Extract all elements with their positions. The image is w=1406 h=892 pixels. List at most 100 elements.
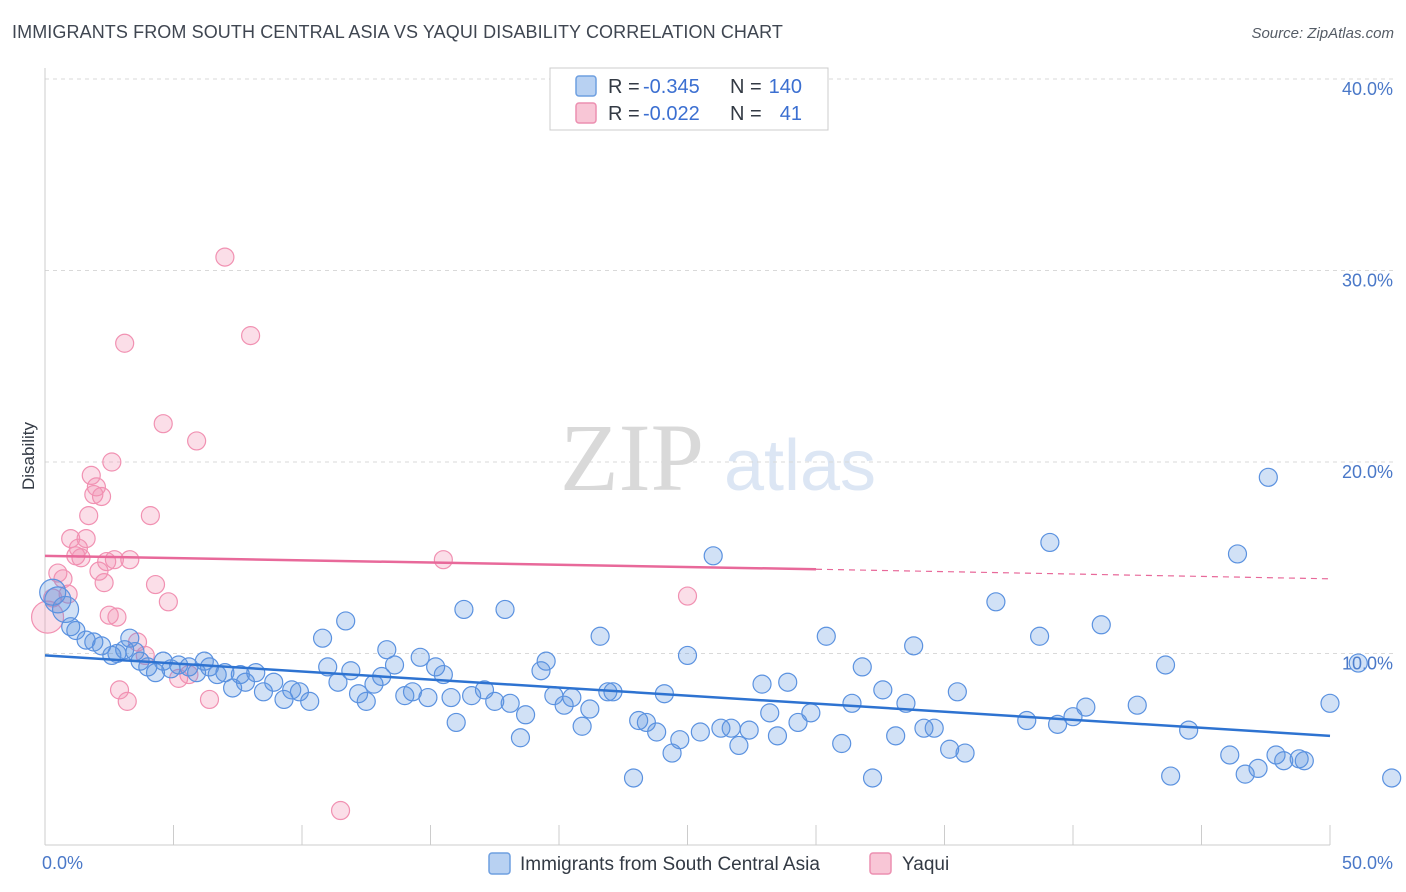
yaqui-point xyxy=(91,486,112,507)
immigrants-point xyxy=(289,682,310,702)
immigrants-point xyxy=(1155,655,1176,675)
immigrants-point xyxy=(410,647,430,667)
immigrants-point xyxy=(788,712,808,733)
immigrants-point xyxy=(336,611,356,631)
immigrants-point xyxy=(515,705,536,725)
immigrants-point xyxy=(282,680,302,700)
immigrants-point xyxy=(1266,745,1286,765)
yaqui-point xyxy=(117,691,137,711)
immigrants-point xyxy=(454,599,474,620)
immigrants-point xyxy=(677,645,698,666)
yaqui-point xyxy=(109,680,130,700)
legend-n-value-1: 140 xyxy=(769,76,802,98)
watermark-zip: ZIP xyxy=(560,404,704,511)
immigrants-point xyxy=(752,674,772,694)
immigrants-point xyxy=(1127,695,1147,715)
immigrants-point xyxy=(441,687,461,708)
immigrants-point xyxy=(1274,751,1294,771)
yaqui-point xyxy=(199,689,220,710)
immigrants-point xyxy=(986,592,1006,612)
y-tick-label-20: 20.0% xyxy=(1342,462,1393,482)
immigrants-point xyxy=(711,718,731,738)
immigrants-point xyxy=(940,739,960,759)
immigrants-point xyxy=(703,546,723,566)
immigrants-point xyxy=(554,695,574,715)
yaqui-point xyxy=(135,645,155,666)
immigrants-point xyxy=(1040,532,1060,553)
yaqui-point xyxy=(115,333,135,353)
immigrants-point xyxy=(1091,615,1111,635)
series-immigrants xyxy=(39,467,1402,788)
immigrants-point xyxy=(636,712,656,733)
x-tick-label-min: 0.0% xyxy=(42,853,83,873)
immigrants-point xyxy=(318,657,338,677)
immigrants-point xyxy=(690,722,710,742)
y-axis-label: Disability xyxy=(19,421,38,490)
yaqui-point xyxy=(86,477,107,497)
immigrants-point xyxy=(1179,720,1199,740)
immigrants-point xyxy=(274,689,294,710)
immigrants-point xyxy=(904,636,924,656)
immigrants-point xyxy=(1227,544,1248,564)
immigrants-point xyxy=(816,626,836,646)
immigrants-point xyxy=(914,718,934,738)
immigrants-point xyxy=(531,661,551,681)
immigrants-point xyxy=(384,655,405,675)
yaqui-point xyxy=(241,326,261,346)
immigrants-point xyxy=(647,722,667,742)
y-tick-label-30: 30.0% xyxy=(1342,271,1393,291)
immigrants-point xyxy=(767,726,788,746)
watermark-atlas: atlas xyxy=(724,426,876,506)
immigrants-point xyxy=(446,712,466,733)
series-yaqui xyxy=(30,247,698,821)
immigrants-point xyxy=(51,595,80,624)
immigrants-point xyxy=(842,693,862,713)
immigrants-point xyxy=(1258,467,1278,487)
immigrants-point xyxy=(536,651,556,671)
immigrants-point xyxy=(1382,768,1402,788)
immigrants-point xyxy=(778,672,798,692)
yaqui-point xyxy=(158,592,178,612)
immigrants-point xyxy=(1220,745,1240,765)
immigrants-trend-line xyxy=(44,654,1331,738)
legend-r-label-1: R = xyxy=(608,76,640,98)
legend-n-label-2: N = xyxy=(730,103,762,125)
bottom-legend-swatch-blue xyxy=(488,852,511,875)
immigrants-point xyxy=(862,768,883,788)
immigrants-point xyxy=(580,699,600,719)
yaqui-point xyxy=(187,431,207,451)
immigrants-point xyxy=(1248,758,1268,779)
immigrants-point xyxy=(356,691,376,711)
immigrants-point xyxy=(670,730,690,750)
yaqui-point xyxy=(107,607,127,627)
immigrants-point xyxy=(572,716,592,736)
immigrants-point xyxy=(341,661,361,681)
immigrants-point xyxy=(300,691,320,711)
y-tick-labels: 10.0%20.0%30.0%40.0% xyxy=(1342,79,1393,674)
trend-lines xyxy=(44,554,1331,738)
immigrants-point xyxy=(739,720,759,740)
immigrants-point xyxy=(500,693,520,713)
yaqui-point xyxy=(61,528,81,549)
top-legend: R = -0.345 N = 140 R = -0.022 N = 41 xyxy=(549,67,829,131)
y-tick-label-40: 40.0% xyxy=(1342,79,1393,99)
yaqui-point xyxy=(330,800,351,821)
immigrants-point xyxy=(1017,710,1037,731)
immigrants-point xyxy=(1294,751,1314,771)
yaqui-point xyxy=(120,550,140,570)
immigrants-point xyxy=(495,599,515,620)
yaqui-point xyxy=(48,563,68,583)
yaqui-point xyxy=(94,573,114,593)
source-label: Source: ZipAtlas.com xyxy=(1251,25,1394,42)
yaqui-point xyxy=(215,247,235,267)
immigrants-point xyxy=(623,768,644,788)
x-tick-labels: 0.0% 50.0% xyxy=(42,853,1393,873)
bottom-legend-label-immigrants: Immigrants from South Central Asia xyxy=(520,854,820,875)
yaqui-point xyxy=(79,506,99,526)
immigrants-point xyxy=(253,682,274,702)
immigrants-point xyxy=(246,663,266,683)
legend-r-label-2: R = xyxy=(608,103,640,125)
immigrants-point xyxy=(426,657,446,677)
immigrants-point xyxy=(418,687,438,708)
